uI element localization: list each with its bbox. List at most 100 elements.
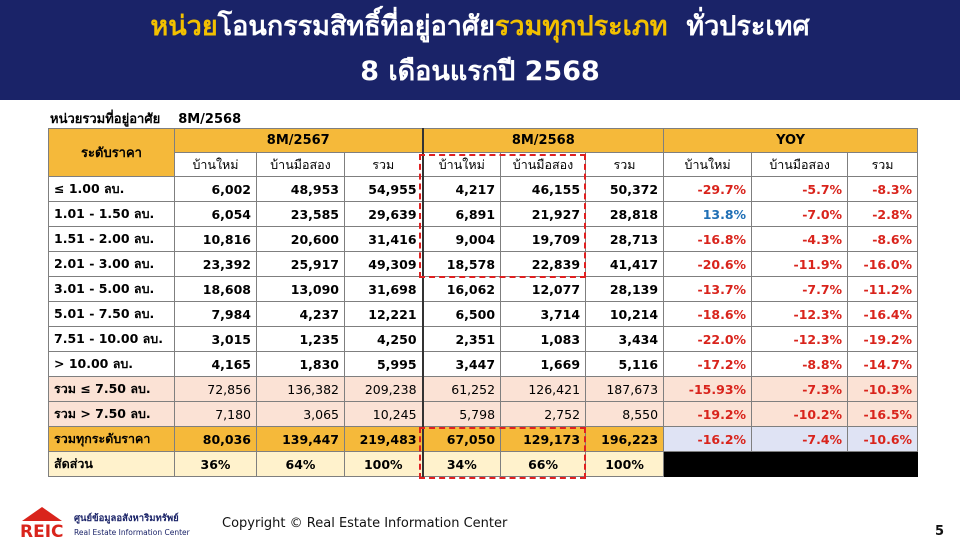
value-cell: 3,065 <box>256 401 345 427</box>
yoy-cell: -10.3% <box>847 376 919 402</box>
value-cell: 64% <box>256 451 345 477</box>
row-label: 7.51 - 10.00 ลบ. <box>48 326 175 352</box>
row-label: 5.01 - 7.50 ลบ. <box>48 301 175 327</box>
group-header-yoy: YOY <box>663 128 919 153</box>
row-label: > 10.00 ลบ. <box>48 351 175 377</box>
value-cell: 46,155 <box>500 176 587 202</box>
value-cell: 3,714 <box>500 301 587 327</box>
yoy-cell: -13.7% <box>663 276 753 302</box>
yoy-cell: -16.4% <box>847 301 919 327</box>
sub-header: บ้านใหม่ <box>421 152 502 177</box>
table-row: ≤ 1.00 ลบ. 6,002 48,953 54,955 4,217 46,155 50… <box>48 176 919 202</box>
yoy-cell: -11.2% <box>847 276 919 302</box>
table-row: 1.01 - 1.50 ลบ. 6,054 23,585 29,639 6,891 21,… <box>48 201 919 227</box>
title-part-nationwide: ทั่วประเทศ <box>686 11 810 42</box>
yoy-cell: -15.93% <box>663 376 753 402</box>
yoy-cell: -10.6% <box>847 426 919 452</box>
sub-header: บ้านใหม่ <box>174 152 257 177</box>
value-cell: 61,252 <box>421 376 502 402</box>
reic-logo: REIC ศูนย์ข้อมูลอสังหาริมทรัพย์ Real Est… <box>20 507 191 541</box>
subtotal-row: รวม ≤ 7.50 ลบ. 72,856 136,382 209,238 61,252… <box>48 376 919 402</box>
value-cell: 31,416 <box>343 226 424 252</box>
row-label: สัดส่วน <box>48 451 175 477</box>
yoy-cell: -11.9% <box>751 251 849 277</box>
value-cell: 22,839 <box>500 251 587 277</box>
group-header-2567: 8M/2567 <box>173 128 424 153</box>
sub-header: รวม <box>585 152 665 177</box>
value-cell: 6,891 <box>421 201 502 227</box>
table-caption: หน่วยรวมที่อยู่อาศัย 8M/2568 <box>50 108 241 129</box>
value-cell: 18,608 <box>174 276 257 302</box>
value-cell: 4,165 <box>174 351 257 377</box>
sub-header: รวม <box>343 152 424 177</box>
value-cell: 219,483 <box>343 426 424 452</box>
sub-header: รวม <box>847 152 919 177</box>
value-cell: 28,818 <box>585 201 665 227</box>
row-label: 2.01 - 3.00 ลบ. <box>48 251 175 277</box>
page-title: หน่วยโอนกรรมสิทธิ์ที่อยู่อาศัยรวมทุกประเ… <box>0 10 960 44</box>
value-cell: 12,077 <box>500 276 587 302</box>
value-cell: 31,698 <box>343 276 424 302</box>
value-cell: 80,036 <box>174 426 257 452</box>
value-cell: 67,050 <box>421 426 502 452</box>
table-row: 2.01 - 3.00 ลบ. 23,392 25,917 49,309 18,578 2… <box>48 251 919 277</box>
table-row: 5.01 - 7.50 ลบ. 7,984 4,237 12,221 6,500 3,71… <box>48 301 919 327</box>
row-label: 3.01 - 5.00 ลบ. <box>48 276 175 302</box>
value-cell: 4,250 <box>343 326 424 352</box>
title-part-transfer: โอนกรรมสิทธิ์ที่อยู่อาศัย <box>217 11 495 42</box>
page-subtitle: 8 เดือนแรกปี 2568 <box>360 56 600 87</box>
value-cell: 9,004 <box>421 226 502 252</box>
yoy-cell: -19.2% <box>663 401 753 427</box>
value-cell: 20,600 <box>256 226 345 252</box>
value-cell: 136,382 <box>256 376 345 402</box>
value-cell: 1,830 <box>256 351 345 377</box>
yoy-cell: -14.7% <box>847 351 919 377</box>
page-number: 5 <box>935 524 945 539</box>
value-cell: 66% <box>500 451 587 477</box>
yoy-cell: -2.8% <box>847 201 919 227</box>
value-cell: 4,237 <box>256 301 345 327</box>
value-cell: 49,309 <box>343 251 424 277</box>
value-cell: 28,139 <box>585 276 665 302</box>
subtotal-row: รวม > 7.50 ลบ. 7,180 3,065 10,245 5,798 2,752… <box>48 401 919 427</box>
value-cell: 5,116 <box>585 351 665 377</box>
yoy-cell: -8.6% <box>847 226 919 252</box>
value-cell: 3,434 <box>585 326 665 352</box>
value-cell: 54,955 <box>343 176 424 202</box>
value-cell: 10,816 <box>174 226 257 252</box>
logo-mark: REIC <box>20 522 64 541</box>
group-header-row: ระดับราคา 8M/2567 8M/2568 YOY <box>48 128 919 177</box>
value-cell: 34% <box>421 451 502 477</box>
value-cell: 129,173 <box>500 426 587 452</box>
value-cell: 50,372 <box>585 176 665 202</box>
group-header-2568: 8M/2568 <box>421 128 665 153</box>
value-cell: 23,392 <box>174 251 257 277</box>
table-row: 3.01 - 5.00 ลบ. 18,608 13,090 31,698 16,062 1… <box>48 276 919 302</box>
yoy-cell: -10.2% <box>751 401 849 427</box>
stub-header: ระดับราคา <box>48 128 175 177</box>
value-cell: 1,669 <box>500 351 587 377</box>
value-cell: 196,223 <box>585 426 665 452</box>
value-cell: 3,447 <box>421 351 502 377</box>
value-cell: 18,578 <box>421 251 502 277</box>
yoy-cell: -18.6% <box>663 301 753 327</box>
value-cell: 126,421 <box>500 376 587 402</box>
value-cell: 12,221 <box>343 301 424 327</box>
value-cell: 13,090 <box>256 276 345 302</box>
yoy-cell: -16.8% <box>663 226 753 252</box>
value-cell: 4,217 <box>421 176 502 202</box>
value-cell: 36% <box>174 451 257 477</box>
value-cell: 5,995 <box>343 351 424 377</box>
yoy-cell: -16.5% <box>847 401 919 427</box>
value-cell: 10,214 <box>585 301 665 327</box>
value-cell: 6,054 <box>174 201 257 227</box>
yoy-cell: -8.8% <box>751 351 849 377</box>
value-cell: 7,180 <box>174 401 257 427</box>
table-row: 7.51 - 10.00 ลบ. 3,015 1,235 4,250 2,351 1,08… <box>48 326 919 352</box>
yoy-cell: -7.7% <box>751 276 849 302</box>
title-part-all-types: รวมทุกประเภท <box>494 11 668 42</box>
yoy-cell: -8.3% <box>847 176 919 202</box>
yoy-cell: -12.3% <box>751 301 849 327</box>
value-cell: 2,351 <box>421 326 502 352</box>
sub-header-row: บ้านใหม่ บ้านมือสอง รวม บ้านใหม่ บ้านมือ… <box>49 152 919 177</box>
